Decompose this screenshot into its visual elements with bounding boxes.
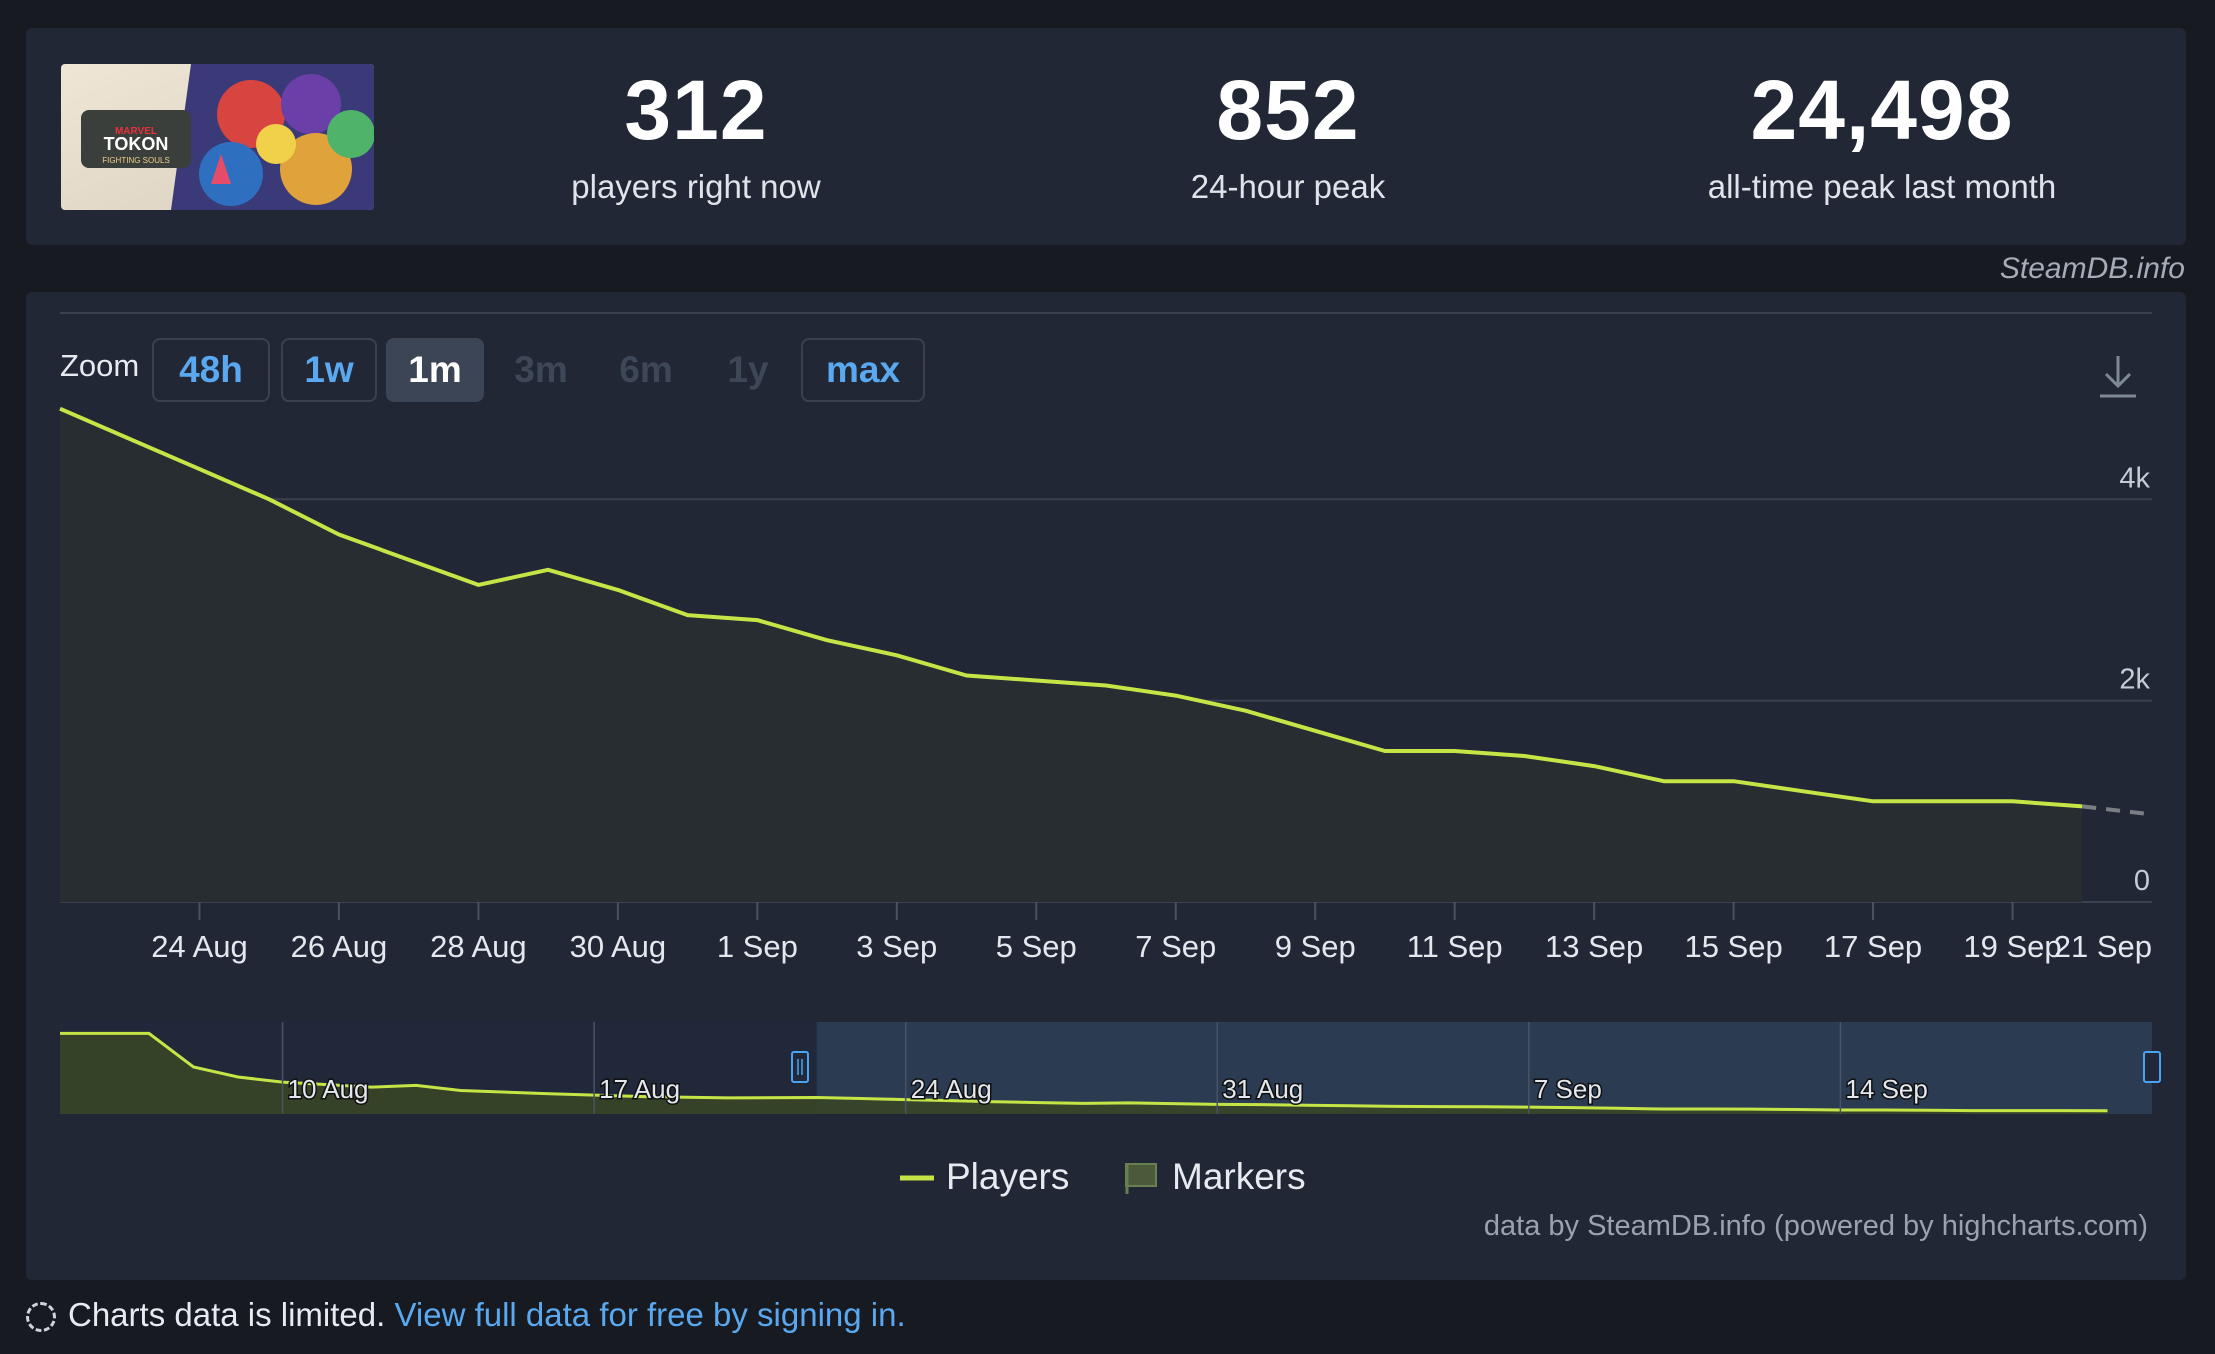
navigator-label: 31 Aug: [1222, 1074, 1303, 1104]
flag-icon: [1125, 1163, 1157, 1194]
navigator-label: 17 Aug: [599, 1074, 680, 1104]
game-thumbnail[interactable]: MARVEL TOKON FIGHTING SOULS: [61, 64, 374, 210]
current-players-label: players right now: [571, 168, 821, 205]
steamdb-watermark: SteamDB.info: [1999, 252, 2185, 285]
alltime-peak-label: all-time peak last month: [1707, 168, 2057, 205]
x-tick-label: 5 Sep: [996, 929, 1077, 964]
players-line: [59, 406, 2083, 809]
x-tick-label: 7 Sep: [1135, 929, 1216, 964]
navigator-label: 24 Aug: [911, 1074, 992, 1104]
legend-markers[interactable]: Markers: [1122, 1152, 1306, 1202]
navigator[interactable]: 10 Aug 17 Aug 24 Aug 31 Aug 7 Sep 14 Sep: [60, 1022, 2161, 1114]
navigator-label: 14 Sep: [1845, 1074, 1927, 1104]
zoom-6m-button: 6m: [598, 338, 694, 402]
chart-credits[interactable]: data by SteamDB.info (powered by highcha…: [1483, 1210, 2148, 1242]
sign-in-link[interactable]: View full data for free by signing in.: [394, 1296, 906, 1333]
x-tick-label: 24 Aug: [151, 929, 248, 964]
zoom-48h-button[interactable]: 48h: [152, 338, 270, 402]
player-count-chart: 0 2k 4k 24 Aug 26 Aug 28 Aug 30 Aug 1 Sep 3 Sep…: [59, 312, 2161, 1114]
logo-subtitle: FIGHTING SOULS: [102, 156, 170, 165]
download-icon[interactable]: [2096, 352, 2140, 402]
stat-alltime-peak: 24,498 all-time peak last month: [1622, 68, 2142, 206]
navigator-handle-left-grip: [797, 1059, 803, 1075]
y-tick-label: 4k: [2119, 462, 2150, 494]
current-players-value: 312: [624, 63, 768, 157]
game-art-image: MARVEL TOKON FIGHTING SOULS: [61, 64, 374, 210]
y-tick-label: 2k: [2119, 664, 2150, 696]
navigator-handle-left[interactable]: [791, 1051, 809, 1083]
zoom-3m-button: 3m: [493, 338, 589, 402]
zoom-1y-button: 1y: [703, 338, 793, 402]
players-area: [60, 408, 2083, 902]
y-axis: 0 2k 4k: [2119, 462, 2150, 897]
chart-panel: Zoom 48h 1w 1m 3m 6m 1y max 0 2k 4k 24 Aug…: [26, 292, 2186, 1280]
x-tick-label: 15 Sep: [1684, 929, 1782, 964]
navigator-selection[interactable]: [816, 1022, 2152, 1114]
stats-panel: MARVEL TOKON FIGHTING SOULS 312 players …: [26, 28, 2186, 245]
navigator-label: 10 Aug: [288, 1074, 369, 1104]
x-tick-label: 3 Sep: [856, 929, 937, 964]
logo-marvel: MARVEL: [115, 126, 157, 137]
limited-data-icon: [26, 1302, 56, 1332]
x-tick-label: 1 Sep: [717, 929, 798, 964]
legend-players-label: Players: [946, 1156, 1070, 1197]
alltime-peak-value: 24,498: [1750, 63, 2014, 157]
zoom-label: Zoom: [60, 348, 140, 383]
zoom-1w-button[interactable]: 1w: [281, 338, 377, 402]
logo-tokon: TOKON: [104, 134, 169, 154]
x-tick-label: 21 Sep: [2054, 929, 2152, 964]
legend-markers-label: Markers: [1172, 1156, 1306, 1197]
x-tick-label: 13 Sep: [1545, 929, 1643, 964]
zoom-max-button[interactable]: max: [801, 338, 925, 402]
x-tick-label: 19 Sep: [1963, 929, 2061, 964]
x-tick-label: 30 Aug: [570, 929, 667, 964]
limited-data-text: Charts data is limited.: [68, 1296, 386, 1333]
footer-note: Charts data is limited. View full data f…: [26, 1293, 906, 1337]
stat-current-players: 312 players right now: [436, 68, 956, 206]
projected-line: [2082, 804, 2153, 817]
x-tick-label: 17 Sep: [1824, 929, 1922, 964]
peak-24h-value: 852: [1216, 63, 1360, 157]
y-tick-label: 0: [2134, 865, 2150, 897]
zoom-1m-button[interactable]: 1m: [386, 338, 484, 402]
navigator-area: [60, 1033, 2108, 1114]
x-tick-label: 26 Aug: [291, 929, 388, 964]
navigator-label: 7 Sep: [1534, 1074, 1602, 1104]
chart-legend: Players Markers: [26, 1152, 2186, 1202]
peak-24h-label: 24-hour peak: [1190, 168, 1386, 205]
x-tick-label: 11 Sep: [1407, 929, 1503, 964]
legend-line-icon: [900, 1175, 934, 1181]
x-axis: 24 Aug 26 Aug 28 Aug 30 Aug 1 Sep 3 Sep 5 Sep 7…: [151, 902, 2152, 964]
legend-players[interactable]: Players: [898, 1152, 1069, 1202]
x-tick-label: 28 Aug: [430, 929, 527, 964]
navigator-labels: 10 Aug 17 Aug 24 Aug 31 Aug 7 Sep 14 Sep: [281, 1022, 1929, 1114]
x-tick-label: 9 Sep: [1275, 929, 1356, 964]
navigator-handle-right[interactable]: [2143, 1051, 2161, 1083]
stat-24h-peak: 852 24-hour peak: [1028, 68, 1548, 206]
